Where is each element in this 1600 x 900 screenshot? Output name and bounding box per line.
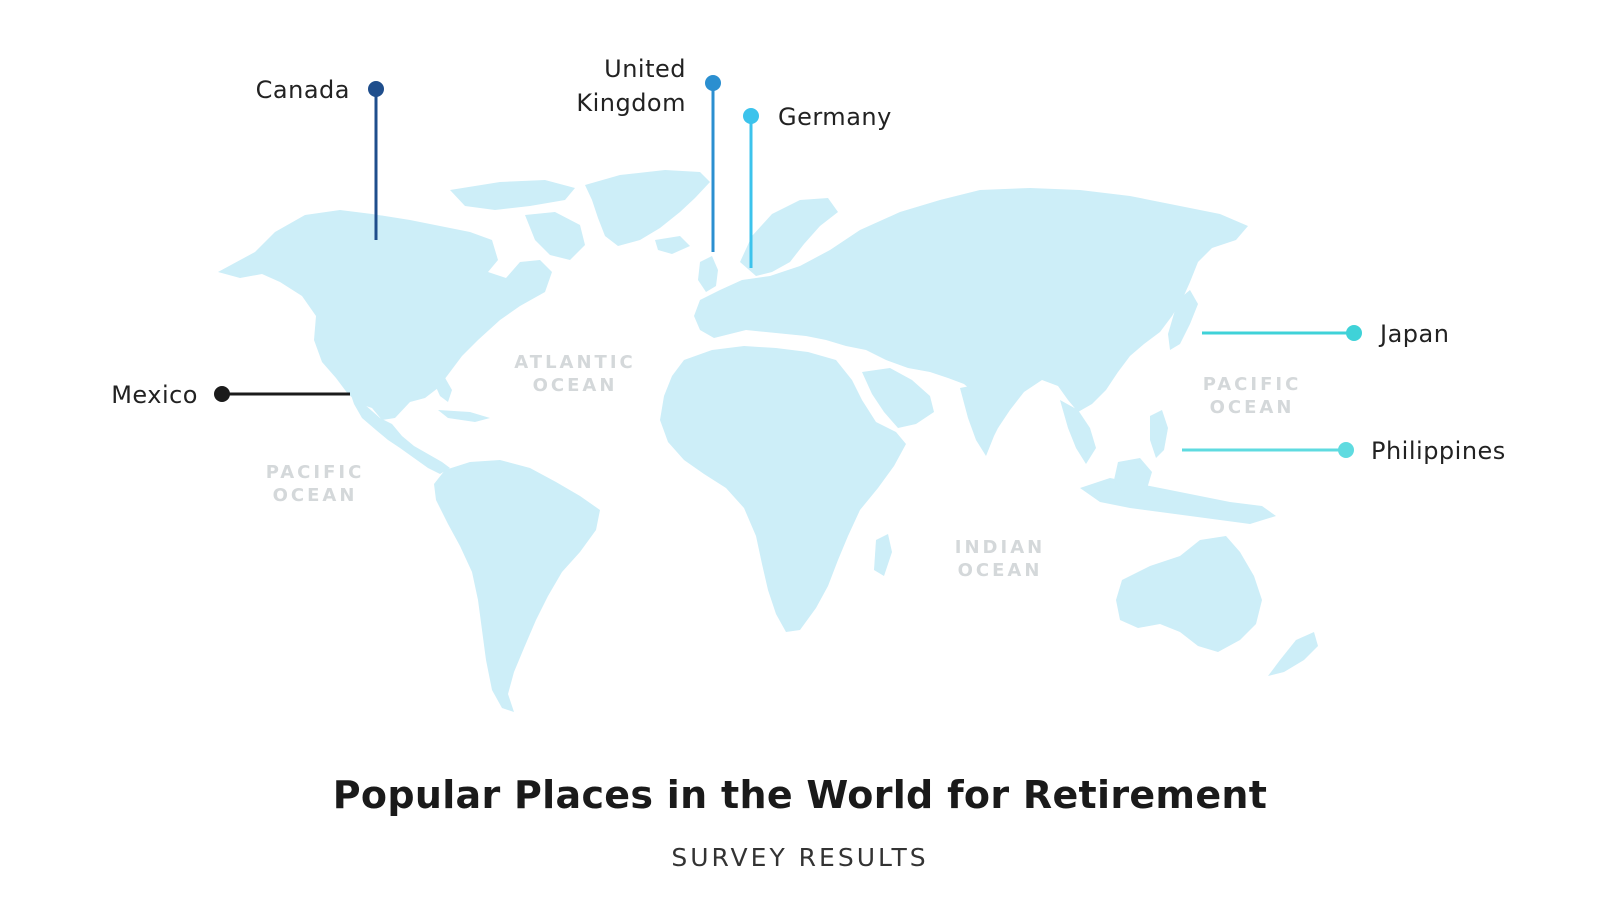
land-iceland: [655, 236, 690, 254]
marker-philippines-dot: [1338, 442, 1354, 458]
ocean-label-pacific-east: PACIFIC: [1203, 374, 1302, 395]
marker-japan[interactable]: Japan: [1202, 320, 1449, 348]
marker-canada-dot: [368, 81, 384, 97]
ocean-labels: ATLANTIC OCEAN PACIFIC OCEAN PACIFIC OCE…: [266, 352, 1302, 581]
marker-germany-label: Germany: [778, 103, 892, 131]
land-philippines: [1150, 410, 1168, 458]
marker-mexico-label: Mexico: [111, 381, 198, 409]
land-baffin: [525, 212, 585, 260]
land-se-asia: [1060, 400, 1096, 464]
land-florida: [432, 376, 452, 402]
land-india: [960, 382, 1010, 456]
land-africa: [660, 346, 906, 632]
ocean-label-atlantic-2: OCEAN: [533, 375, 618, 396]
marker-canada[interactable]: Canada: [256, 76, 384, 240]
land-uk: [698, 256, 718, 292]
marker-mexico[interactable]: Mexico: [111, 381, 350, 409]
land-scandinavia: [740, 198, 838, 276]
marker-canada-label: Canada: [256, 76, 350, 104]
land-arabia: [862, 368, 934, 428]
land-indonesia: [1080, 478, 1276, 524]
markers: Canada United Kingdom Germany Mexico Jap…: [111, 55, 1506, 465]
marker-united-kingdom-label-2: Kingdom: [576, 89, 686, 117]
land-madagascar: [874, 534, 892, 576]
land-south-america: [434, 460, 600, 712]
ocean-label-indian: INDIAN: [955, 537, 1045, 558]
land-eurasia: [694, 188, 1248, 428]
marker-united-kingdom-label: United: [604, 55, 686, 83]
marker-germany-dot: [743, 108, 759, 124]
land-north-america: [218, 210, 552, 420]
land-arctic-islands: [450, 180, 575, 210]
marker-philippines-label: Philippines: [1371, 437, 1506, 465]
marker-mexico-dot: [214, 386, 230, 402]
marker-germany[interactable]: Germany: [743, 103, 892, 268]
ocean-label-pacific-east-2: OCEAN: [1210, 397, 1295, 418]
land-masses: [218, 170, 1318, 712]
land-japan: [1168, 290, 1198, 350]
land-caribbean: [438, 410, 490, 422]
ocean-label-atlantic: ATLANTIC: [514, 352, 635, 373]
marker-japan-label: Japan: [1378, 320, 1449, 348]
land-new-zealand: [1268, 632, 1318, 676]
ocean-label-pacific-west: PACIFIC: [266, 462, 365, 483]
marker-united-kingdom[interactable]: United Kingdom: [576, 55, 721, 252]
land-central-america: [350, 392, 450, 474]
marker-united-kingdom-dot: [705, 75, 721, 91]
ocean-label-indian-2: OCEAN: [958, 560, 1043, 581]
land-greenland: [585, 170, 710, 246]
page-title: Popular Places in the World for Retireme…: [332, 773, 1268, 817]
page-subtitle: SURVEY RESULTS: [671, 843, 929, 872]
marker-philippines[interactable]: Philippines: [1182, 437, 1506, 465]
land-australia: [1116, 536, 1262, 652]
land-borneo: [1114, 458, 1152, 496]
marker-japan-dot: [1346, 325, 1362, 341]
ocean-label-pacific-west-2: OCEAN: [273, 485, 358, 506]
